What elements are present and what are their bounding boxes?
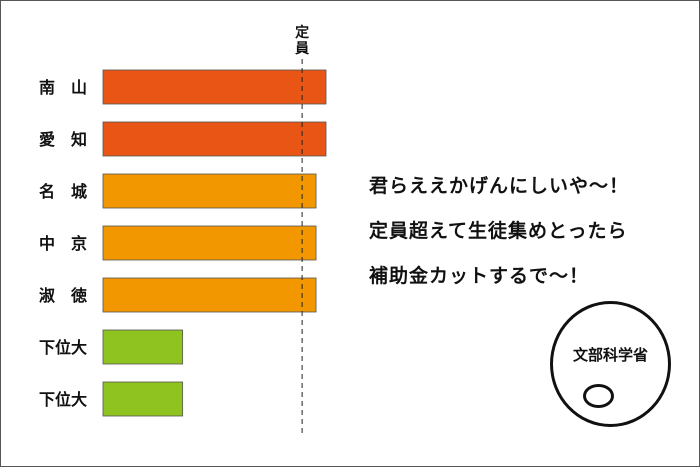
capacity-reference-label: 定員 xyxy=(294,24,309,57)
bar-6 xyxy=(102,381,184,417)
category-label-4: 淑 徳 xyxy=(39,286,87,305)
bar-4 xyxy=(102,277,317,313)
character-mouth-icon xyxy=(583,384,614,408)
speech-line-1: 君らええかげんにしいや〜！ xyxy=(369,175,630,197)
category-label-3: 中 京 xyxy=(39,234,87,253)
speech-line-3: 補助金カットするで〜！ xyxy=(369,265,590,287)
category-label-6: 下位大 xyxy=(39,390,87,409)
bar-2 xyxy=(102,173,317,209)
category-label-0: 南 山 xyxy=(39,78,87,97)
bar-3 xyxy=(102,225,317,261)
character-label: 文部科学省 xyxy=(572,346,648,364)
bar-0 xyxy=(102,69,327,105)
bar-5 xyxy=(102,329,184,365)
ministry-character: 文部科学省 xyxy=(550,301,671,427)
bar-1 xyxy=(102,121,327,157)
speech-text: 君らええかげんにしいや〜！ 定員超えて生徒集めとったら 補助金カットするで〜！ xyxy=(369,173,629,308)
speech-line-2: 定員超えて生徒集めとったら xyxy=(369,220,628,242)
category-label-5: 下位大 xyxy=(39,338,87,357)
category-label-1: 愛 知 xyxy=(39,130,87,149)
category-label-2: 名 城 xyxy=(39,182,87,201)
